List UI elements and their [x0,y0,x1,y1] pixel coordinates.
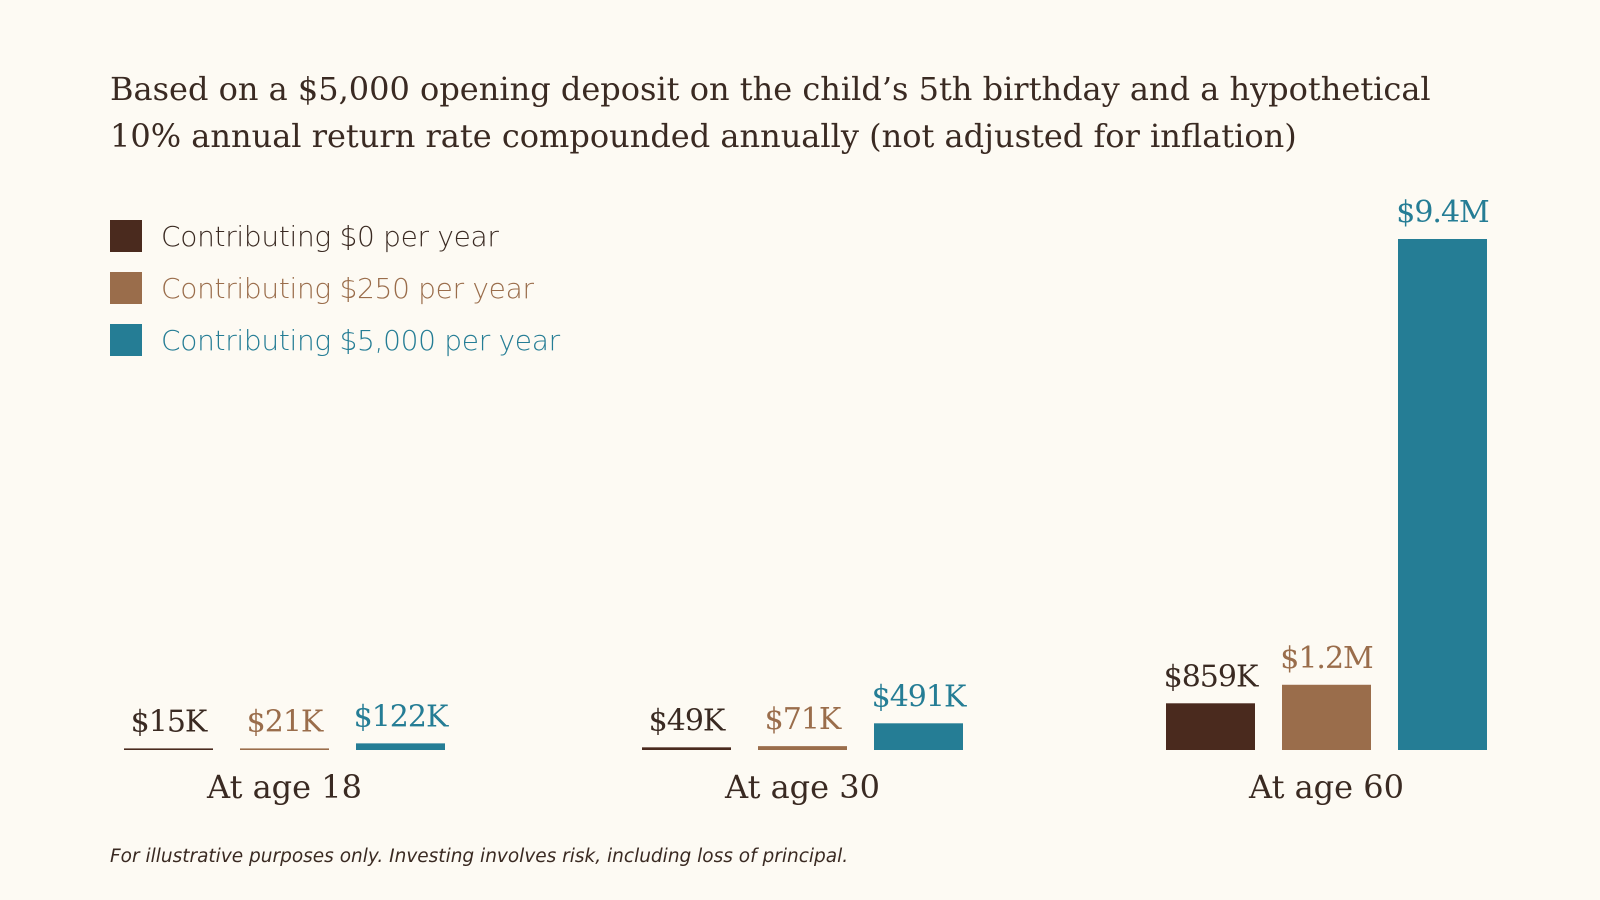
bar-contributing-250-per-year-group-3 [1282,684,1371,750]
chart-legend: Contributing $0 per year Contributing $2… [110,210,560,366]
chart-title-line-2: 10% annual return rate compounded annual… [110,117,1297,155]
data-label-contributing-0-per-year-group-3: $859K [1164,659,1259,694]
legend-swatch-contributing-250 [110,272,142,304]
data-label-contributing-5-000-per-year-group-2: $491K [872,679,967,714]
chart-title-line-1: Based on a $5,000 opening deposit on the… [110,70,1431,108]
footnote: For illustrative purposes only. Investin… [110,846,849,867]
legend-swatch-contributing-5000 [110,324,142,356]
data-label-contributing-5-000-per-year-group-3: $9.4M [1396,195,1489,230]
data-label-contributing-250-per-year-group-3: $1.2M [1280,641,1373,676]
data-label-contributing-0-per-year-group-1: $15K [131,704,208,739]
legend-item-contributing-5000: Contributing $5,000 per year [110,314,560,366]
data-label-contributing-0-per-year-group-2: $49K [649,703,726,738]
bar-contributing-0-per-year-group-1 [124,748,213,750]
bar-contributing-5-000-per-year-group-1 [356,743,445,750]
bar-contributing-5-000-per-year-group-2 [874,723,963,750]
bar-contributing-0-per-year-group-3 [1166,703,1255,750]
legend-item-contributing-0: Contributing $0 per year [110,210,560,262]
data-label-contributing-250-per-year-group-1: $21K [247,704,324,739]
bar-contributing-250-per-year-group-1 [240,748,329,750]
category-label-1: At age 18 [206,768,362,806]
legend-label-contributing-5000: Contributing $5,000 per year [161,323,560,357]
legend-item-contributing-250: Contributing $250 per year [110,262,560,314]
data-label-contributing-250-per-year-group-2: $71K [765,702,842,737]
chart-title: Based on a $5,000 opening deposit on the… [110,66,1490,160]
category-label-3: At age 60 [1248,768,1404,806]
bar-contributing-5-000-per-year-group-3 [1398,239,1487,750]
legend-swatch-contributing-0 [110,220,142,252]
bar-contributing-250-per-year-group-2 [758,746,847,750]
bar-contributing-0-per-year-group-2 [642,747,731,750]
data-label-contributing-5-000-per-year-group-1: $122K [354,699,449,734]
category-label-2: At age 30 [724,768,880,806]
legend-label-contributing-0: Contributing $0 per year [161,219,499,253]
legend-label-contributing-250: Contributing $250 per year [161,271,534,305]
